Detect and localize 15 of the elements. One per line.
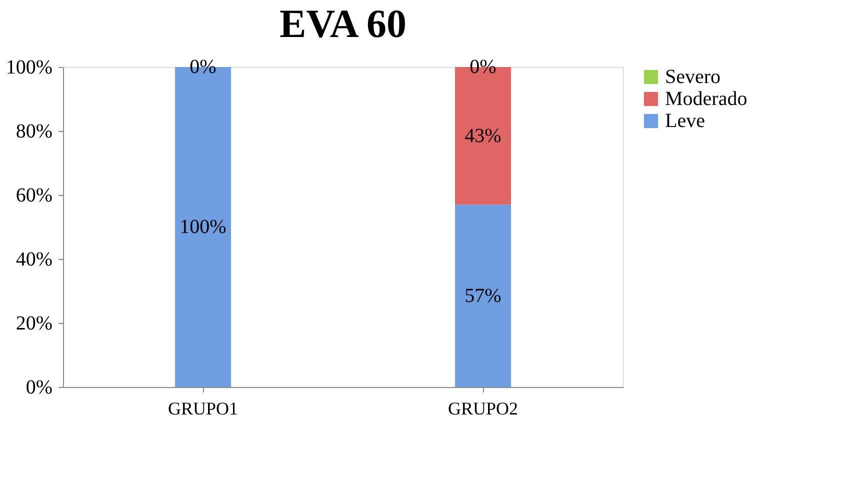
y-tick-label: 80% (16, 120, 52, 142)
data-label: 100% (180, 216, 226, 238)
legend-label: Moderado (665, 88, 748, 110)
y-tick-label: 100% (6, 56, 52, 78)
legend-label: Severo (665, 66, 721, 88)
y-tick-label: 0% (26, 376, 52, 398)
y-tick-label: 60% (16, 184, 52, 206)
y-tick-label: 20% (16, 312, 52, 334)
y-tick-label: 40% (16, 248, 52, 270)
data-label: 57% (464, 284, 502, 307)
legend-label: Leve (665, 110, 706, 132)
chart-title: EVA 60 (279, 1, 407, 46)
x-tick-label: GRUPO1 (168, 398, 238, 418)
data-label: 43% (464, 124, 502, 147)
x-tick-label: GRUPO2 (448, 398, 518, 418)
